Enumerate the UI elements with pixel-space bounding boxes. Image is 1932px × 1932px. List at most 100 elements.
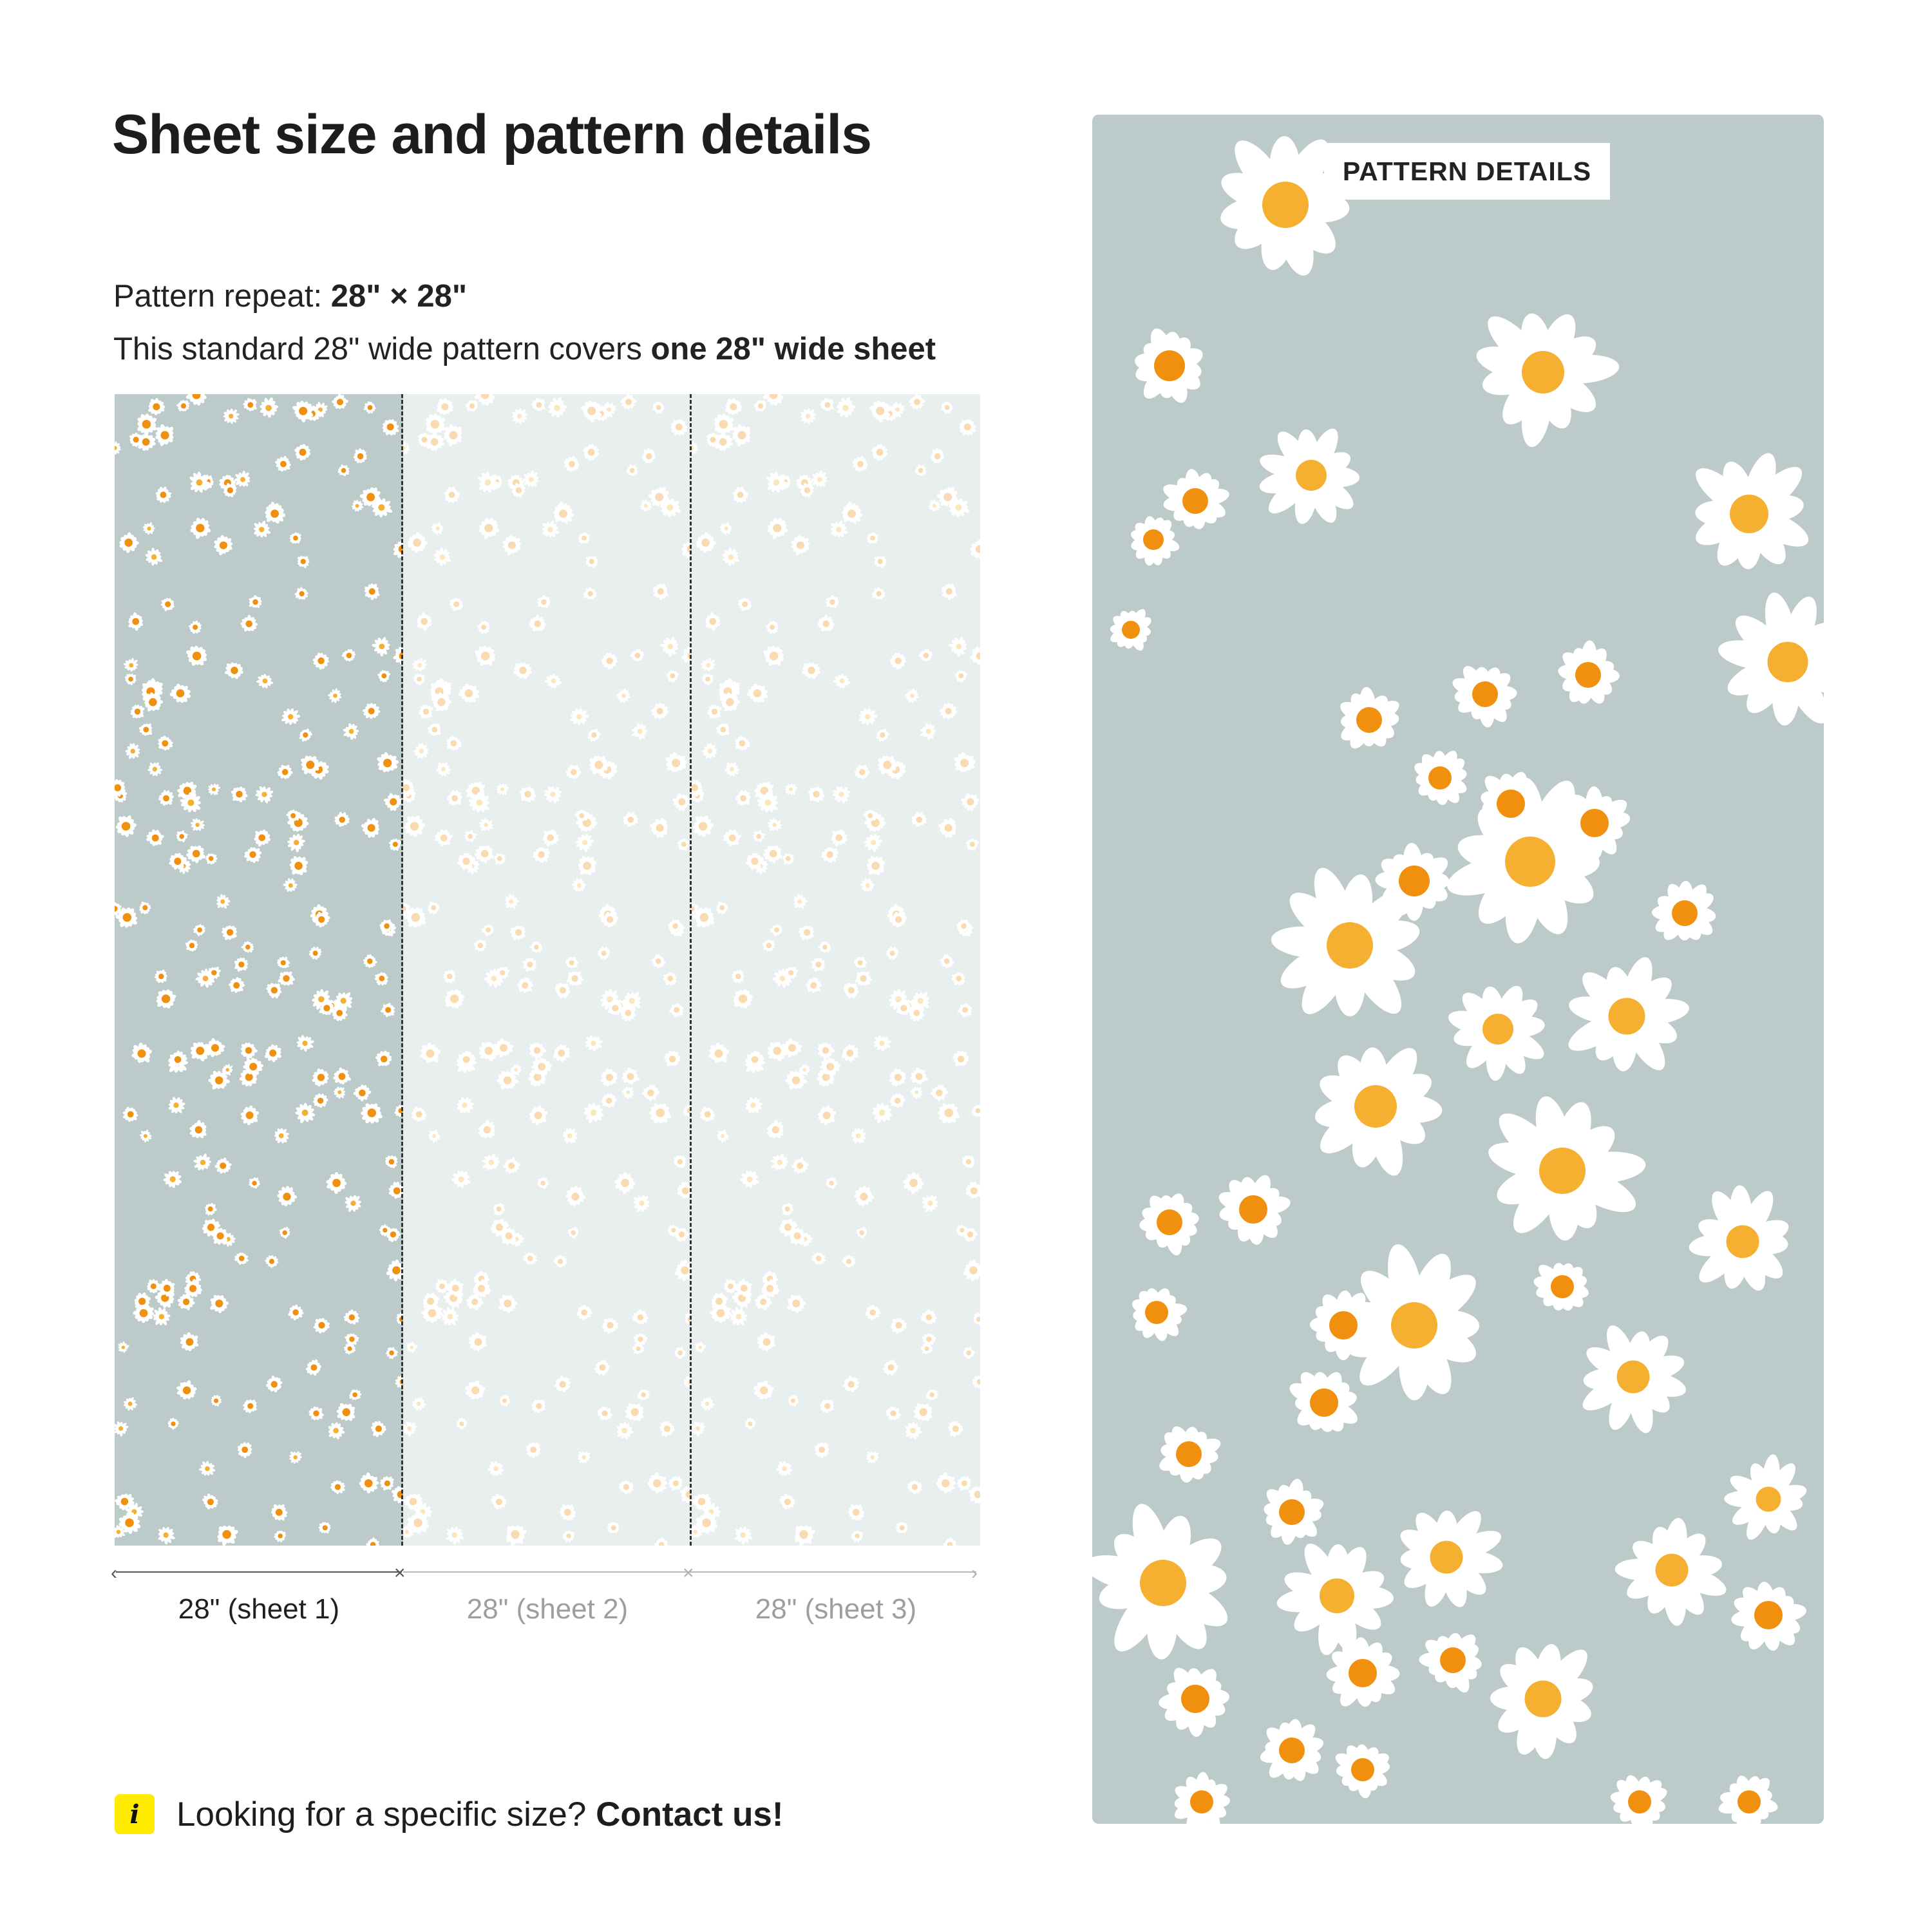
daisy-flower	[351, 499, 364, 512]
daisy-flower	[343, 1343, 356, 1355]
coverage-line: This standard 28" wide pattern covers on…	[113, 331, 936, 367]
daisy-flower	[266, 1375, 283, 1393]
coverage-text: This standard 28" wide pattern covers	[113, 332, 651, 366]
daisy-flower	[190, 518, 211, 539]
daisy-flower	[363, 703, 381, 719]
daisy-flower	[313, 1318, 330, 1334]
daisy-flower	[255, 786, 274, 804]
daisy-flower	[256, 674, 274, 688]
daisy-flower	[372, 498, 393, 518]
daisy-flower	[334, 811, 350, 827]
daisy-flower	[312, 1093, 328, 1108]
daisy-flower	[1260, 1719, 1324, 1781]
sheet-3-pattern	[692, 394, 980, 1546]
daisy-flower	[297, 556, 310, 569]
daisy-flower	[189, 471, 211, 493]
daisy-flower	[274, 1530, 287, 1542]
daisy-flower	[312, 652, 330, 670]
daisy-flower	[154, 969, 167, 983]
daisy-flower	[222, 925, 237, 940]
daisy-flower	[1259, 428, 1360, 524]
daisy-flower	[1718, 592, 1824, 726]
daisy-flower	[156, 989, 176, 1009]
daisy-flower	[379, 919, 393, 933]
daisy-flower	[1159, 1426, 1221, 1483]
daisy-flower	[211, 1394, 222, 1406]
daisy-flower	[1615, 1518, 1727, 1626]
daisy-flower	[146, 829, 164, 846]
daisy-flower	[330, 1480, 345, 1495]
daisy-flower	[1174, 1772, 1230, 1824]
daisy-flower	[277, 764, 293, 779]
daisy-flower	[312, 1068, 329, 1087]
daisy-flower	[142, 522, 155, 535]
daisy-flower	[240, 1043, 258, 1060]
daisy-flower	[331, 1005, 348, 1021]
daisy-flower	[1490, 1643, 1593, 1759]
daisy-flower	[1092, 1504, 1228, 1660]
daisy-flower	[139, 1130, 152, 1143]
daisy-flower	[217, 1525, 238, 1546]
daisy-flower	[1264, 1479, 1324, 1545]
daisy-flower	[294, 587, 308, 600]
daisy-flower	[363, 401, 376, 414]
daisy-flower	[274, 1128, 289, 1144]
daisy-flower	[134, 1293, 151, 1311]
sheet-2-3-measure-line	[403, 1571, 976, 1573]
daisy-flower	[115, 1525, 126, 1539]
daisy-flower	[333, 1067, 352, 1084]
daisy-flower	[296, 1035, 314, 1052]
daisy-flower	[234, 1252, 249, 1265]
daisy-flower	[341, 649, 356, 662]
cross-tick-icon: ×	[394, 1562, 406, 1584]
pattern-repeat-line: Pattern repeat: 28" × 28"	[113, 278, 467, 314]
daisy-flower	[345, 1333, 359, 1345]
daisy-flower	[243, 398, 257, 412]
daisy-flower	[383, 793, 402, 811]
daisy-flower	[158, 1527, 175, 1545]
contact-row: i Looking for a specific size? Contact u…	[115, 1794, 784, 1834]
daisy-flower	[189, 1120, 207, 1139]
daisy-flower	[1562, 786, 1631, 860]
info-icon: i	[115, 1794, 155, 1834]
daisy-flower	[131, 1042, 153, 1063]
daisy-flower	[223, 482, 237, 498]
daisy-flower	[1314, 1047, 1443, 1176]
daisy-flower	[361, 1103, 383, 1124]
daisy-flower	[123, 1397, 138, 1411]
daisy-flower	[308, 1406, 324, 1421]
daisy-flower	[294, 444, 311, 461]
daisy-flower	[169, 683, 191, 703]
daisy-flower	[283, 878, 298, 893]
daisy-flower	[364, 583, 380, 600]
daisy-flower	[318, 1522, 331, 1534]
contact-text: Looking for a specific size? Contact us!	[176, 1795, 784, 1834]
daisy-flower	[208, 1070, 230, 1090]
daisy-flower	[260, 397, 278, 418]
daisy-flower	[264, 1044, 282, 1063]
daisy-flower	[1582, 1325, 1686, 1434]
daisy-flower	[148, 398, 166, 415]
daisy-flower	[202, 1493, 218, 1510]
daisy-flower	[125, 743, 140, 759]
daisy-flower	[124, 674, 137, 685]
daisy-flower	[155, 486, 172, 503]
contact-link[interactable]: Contact us!	[596, 1795, 784, 1833]
daisy-flower	[1452, 666, 1517, 728]
daisy-flower	[386, 1347, 399, 1359]
daisy-flower	[158, 1278, 175, 1297]
daisy-flower	[130, 705, 145, 719]
daisy-flower	[1163, 469, 1229, 529]
daisy-flower	[275, 455, 291, 472]
daisy-flower	[1724, 1454, 1807, 1540]
daisy-flower	[205, 1202, 217, 1216]
daisy-flower	[143, 692, 164, 712]
daisy-flower	[359, 1472, 379, 1493]
daisy-flower	[382, 419, 399, 436]
daisy-flower	[265, 1255, 279, 1268]
daisy-flower	[289, 1451, 302, 1464]
daisy-flower	[118, 1512, 141, 1534]
daisy-flower	[281, 708, 301, 725]
daisy-flower	[1220, 136, 1350, 276]
daisy-flower	[229, 977, 245, 993]
